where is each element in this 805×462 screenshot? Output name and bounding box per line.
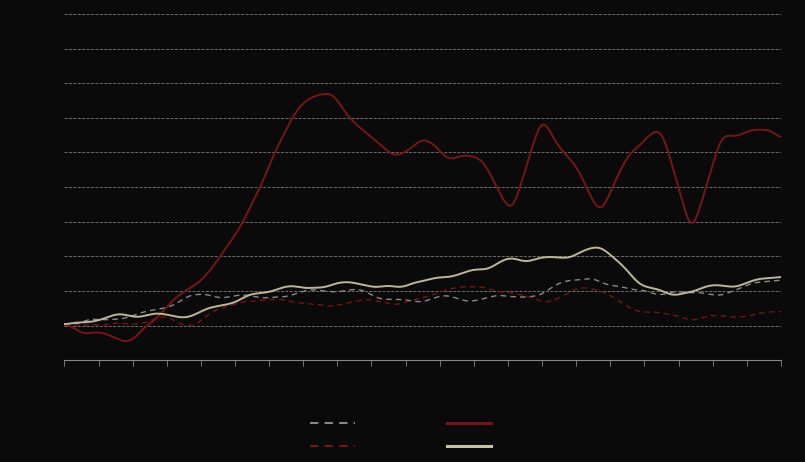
Legend: , , , : , , , <box>310 419 495 452</box>
